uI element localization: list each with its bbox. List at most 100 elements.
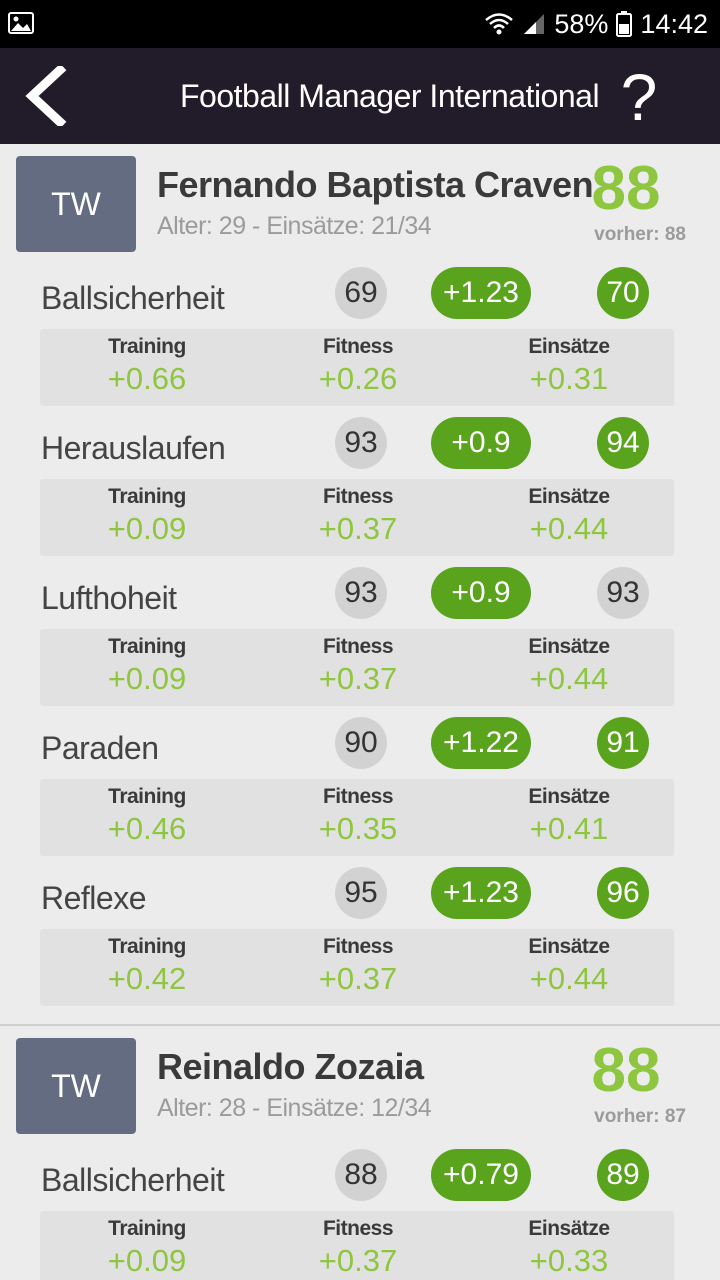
player-name: Reinaldo Zozaia (157, 1046, 424, 1087)
appearances-column: Einsätze +0.31 (489, 335, 649, 397)
fitness-value: +0.37 (318, 511, 398, 546)
attribute-row: Lufthoheit 93 +0.9 93 Training +0.09 Fitness +0… (0, 562, 720, 712)
attribute-name: Ballsicherheit (41, 1162, 225, 1198)
fitness-value: +0.35 (318, 811, 398, 846)
delta-badge: +1.22 (431, 717, 531, 769)
training-column: Training +0.66 (67, 335, 227, 397)
training-column: Training +0.46 (67, 785, 227, 847)
attribute-name: Ballsicherheit (41, 280, 225, 316)
fitness-value: +0.37 (318, 1243, 398, 1278)
old-value-badge: 93 (335, 567, 387, 619)
image-notification-icon (8, 12, 34, 34)
delta-badge: +0.79 (431, 1149, 531, 1201)
fitness-column: Fitness +0.37 (278, 485, 438, 547)
fitness-column: Fitness +0.37 (278, 635, 438, 697)
delta-badge: +1.23 (431, 267, 531, 319)
fitness-label: Fitness (322, 1217, 394, 1240)
new-value-badge: 96 (597, 867, 649, 919)
training-column: Training +0.09 (67, 1217, 227, 1279)
wifi-icon (485, 13, 514, 35)
appearances-label: Einsätze (528, 785, 610, 808)
delta-badge: +1.23 (431, 867, 531, 919)
appearances-column: Einsätze +0.44 (489, 935, 649, 997)
fitness-column: Fitness +0.26 (278, 335, 438, 397)
training-label: Training (108, 335, 186, 358)
fitness-column: Fitness +0.35 (278, 785, 438, 847)
training-value: +0.09 (107, 511, 187, 546)
player-card[interactable]: TW Fernando Baptista Craven Alter: 29 - Ei… (0, 144, 720, 1026)
status-bar: 58% 14:42 (0, 0, 720, 48)
appearances-value: +0.41 (529, 811, 609, 846)
signal-icon (524, 14, 545, 34)
player-card[interactable]: TW Reinaldo Zozaia Alter: 28 - Einsätze: 1… (0, 1026, 720, 1280)
battery-percent: 58% (554, 8, 609, 39)
gain-breakdown: Training +0.66 Fitness +0.26 Einsätze +0.31 (40, 329, 674, 406)
attribute-row: Reflexe 95 +1.23 96 Training +0.42 Fitness +0.3… (0, 862, 720, 1012)
fitness-value: +0.26 (318, 361, 398, 396)
previous-rating: vorher: 88 (594, 224, 686, 245)
help-icon[interactable]: ? (620, 60, 658, 134)
old-value-badge: 90 (335, 717, 387, 769)
position-badge: TW (16, 156, 136, 252)
appearances-label: Einsätze (528, 635, 610, 658)
app-title: Football Manager International (180, 78, 600, 114)
delta-badge: +0.9 (431, 417, 531, 469)
old-value-badge: 88 (335, 1149, 387, 1201)
new-value-badge: 93 (597, 567, 649, 619)
player-rating: 88 (591, 1036, 661, 1105)
new-value-badge: 91 (597, 717, 649, 769)
training-label: Training (108, 785, 186, 808)
gain-breakdown: Training +0.46 Fitness +0.35 Einsätze +0.41 (40, 779, 674, 856)
training-value: +0.09 (107, 661, 187, 696)
fitness-label: Fitness (322, 635, 394, 658)
training-column: Training +0.42 (67, 935, 227, 997)
player-rating: 88 (591, 154, 661, 223)
position-badge: TW (16, 1038, 136, 1134)
gain-breakdown: Training +0.09 Fitness +0.37 Einsätze +0.44 (40, 629, 674, 706)
gain-breakdown: Training +0.09 Fitness +0.37 Einsätze +0.33 (40, 1211, 674, 1280)
old-value-badge: 69 (335, 267, 387, 319)
player-header: TW Fernando Baptista Craven Alter: 29 - Ei… (0, 144, 720, 262)
appearances-column: Einsätze +0.41 (489, 785, 649, 847)
appearances-value: +0.31 (529, 361, 609, 396)
attribute-row: Herauslaufen 93 +0.9 94 Training +0.09 Fitness… (0, 412, 720, 562)
delta-badge: +0.9 (431, 567, 531, 619)
training-label: Training (108, 1217, 186, 1240)
training-label: Training (108, 485, 186, 508)
attribute-row: Ballsicherheit 88 +0.79 89 Training +0.09 Fitn… (0, 1144, 720, 1280)
appearances-label: Einsätze (528, 935, 610, 958)
player-meta: Alter: 28 - Einsätze: 12/34 (157, 1094, 432, 1122)
previous-rating: vorher: 87 (594, 1106, 686, 1127)
app-bar: Football Manager International ? (0, 48, 720, 144)
player-name: Fernando Baptista Craven (157, 164, 594, 205)
training-label: Training (108, 935, 186, 958)
appearances-value: +0.44 (529, 661, 609, 696)
new-value-badge: 89 (597, 1149, 649, 1201)
clock: 14:42 (640, 8, 708, 39)
old-value-badge: 95 (335, 867, 387, 919)
appearances-column: Einsätze +0.44 (489, 635, 649, 697)
fitness-label: Fitness (322, 935, 394, 958)
attribute-row: Paraden 90 +1.22 91 Training +0.46 Fitness +0.3… (0, 712, 720, 862)
old-value-badge: 93 (335, 417, 387, 469)
appearances-column: Einsätze +0.33 (489, 1217, 649, 1279)
attribute-name: Lufthoheit (41, 580, 177, 616)
new-value-badge: 70 (597, 267, 649, 319)
fitness-label: Fitness (322, 485, 394, 508)
attribute-name: Reflexe (41, 880, 147, 916)
fitness-value: +0.37 (318, 661, 398, 696)
training-label: Training (108, 635, 186, 658)
attribute-row: Ballsicherheit 69 +1.23 70 Training +0.66 Fitn… (0, 262, 720, 412)
appearances-column: Einsätze +0.44 (489, 485, 649, 547)
training-value: +0.09 (107, 1243, 187, 1278)
battery-icon (616, 11, 633, 37)
appearances-label: Einsätze (528, 1217, 610, 1240)
appearances-value: +0.33 (529, 1243, 609, 1278)
training-value: +0.46 (107, 811, 187, 846)
training-value: +0.42 (107, 961, 187, 996)
appearances-label: Einsätze (528, 485, 610, 508)
appearances-value: +0.44 (529, 511, 609, 546)
appearances-label: Einsätze (528, 335, 610, 358)
back-arrow-icon[interactable] (22, 66, 74, 126)
attribute-name: Paraden (41, 730, 159, 766)
